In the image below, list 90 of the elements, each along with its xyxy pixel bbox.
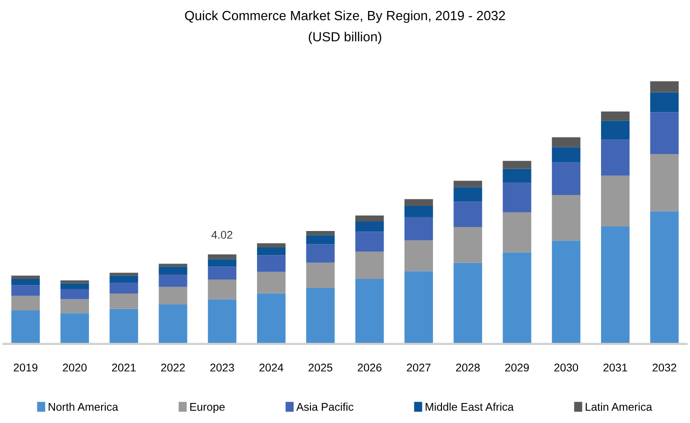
legend-label: Middle East Africa [426,402,514,411]
bar [257,248,286,256]
bar [11,285,40,296]
bar [11,279,40,286]
x-tick-label: 2021 [112,364,136,372]
bar [601,176,630,226]
x-tick-label: 2020 [62,364,87,372]
bar [355,252,384,280]
bar [306,262,335,288]
bar [650,211,679,344]
bar [601,226,630,344]
x-tick-label: 2028 [456,364,480,372]
bar [552,194,580,241]
x-tick-label: 2030 [554,364,578,372]
bar [110,308,138,344]
legend-label: Latin America [586,402,652,411]
bar [454,180,482,188]
bar [306,235,335,244]
bar [208,266,236,280]
bar [502,212,532,252]
bar [502,160,532,169]
x-tick-label: 2032 [652,364,676,372]
legend-label: Europe [190,403,225,413]
bar [208,259,236,267]
legend-label: North America [48,402,118,411]
legend-label: Asia Pacific [296,402,354,411]
x-tick-label: 2031 [603,364,628,372]
bar [158,274,188,287]
bar [404,240,433,272]
bar [158,304,188,344]
bar [552,240,580,344]
bar [601,140,630,176]
x-tick-label: 2024 [259,364,284,372]
bar [355,232,384,252]
chart-title: Quick Commerce Market Size, By Region, 2019 - 2032 [185,10,505,23]
bar [110,276,138,282]
bar [11,276,40,280]
bar [60,289,89,300]
bar [110,272,138,276]
bar [601,111,630,121]
bar [552,147,580,162]
bar [257,293,286,344]
bar [454,202,482,228]
bar [404,217,433,240]
bar [454,187,482,202]
bar [601,120,630,140]
x-tick-label: 2025 [308,364,332,372]
bar [257,272,286,294]
x-tick-label: 2022 [161,364,185,372]
bar [404,206,433,218]
bar [257,255,286,272]
x-tick-label: 2026 [358,364,382,372]
x-tick-label: 2029 [505,364,529,372]
bar [11,296,40,311]
bar [355,215,384,222]
bar [650,154,679,212]
bar [502,182,532,212]
x-tick-label: 2019 [14,364,38,372]
bar [158,286,188,305]
bar [110,282,138,294]
bar [650,81,679,92]
bar [552,137,580,148]
bar [208,254,236,260]
bar [355,222,384,232]
bar [355,279,384,344]
x-tick-label: 2023 [210,364,234,372]
bar [110,293,138,309]
bar [650,92,679,112]
bar [454,262,482,344]
bar [404,199,433,206]
bar [306,288,335,344]
bar [60,299,89,314]
bar [306,244,335,263]
bar [502,168,532,183]
bar [257,243,286,248]
bar [502,252,532,344]
bar [11,310,40,344]
chart-subtitle: (USD billion) [308,32,382,44]
bar [60,283,89,290]
bar [208,299,236,344]
x-tick-label: 2027 [406,364,431,372]
bar [60,313,89,344]
bar [454,227,482,263]
bar [158,266,188,275]
bar [552,162,580,195]
bar [404,271,433,344]
bar [650,112,679,154]
annotation: 4.02 [211,230,232,239]
bar [208,280,236,300]
bar [306,230,335,236]
